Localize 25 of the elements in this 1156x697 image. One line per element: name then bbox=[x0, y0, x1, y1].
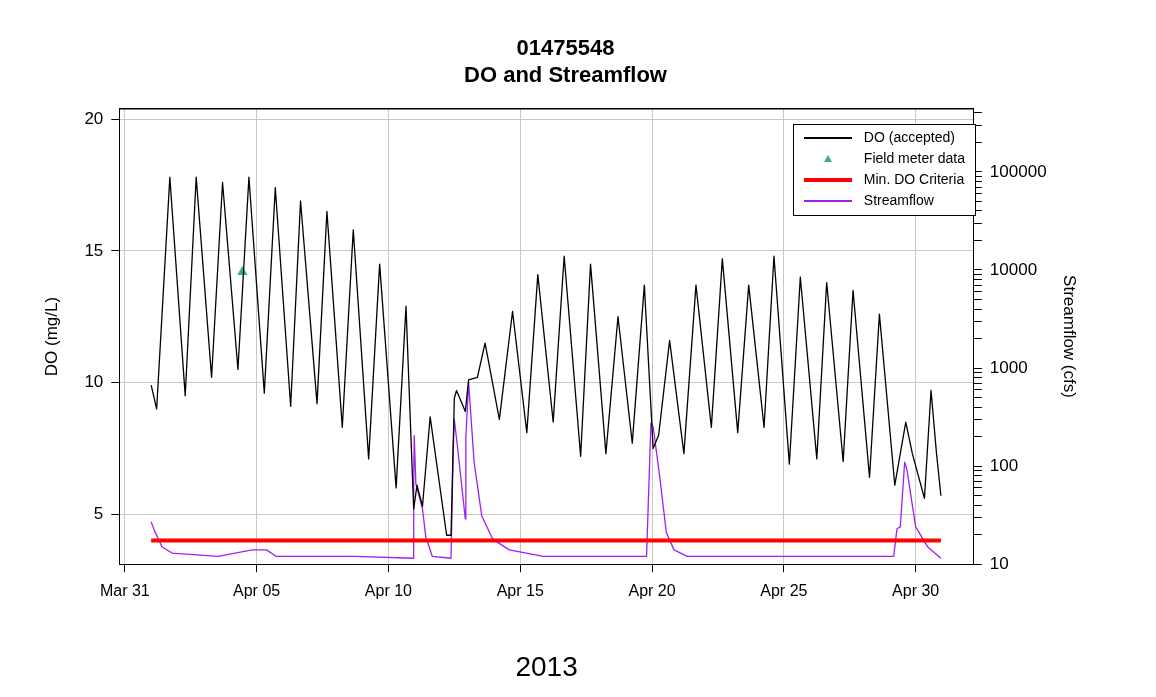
y2-tick-label: 100 bbox=[989, 455, 1019, 475]
chart-title: 01475548 bbox=[516, 35, 615, 61]
y-tick-label: 5 bbox=[93, 503, 104, 523]
legend-label: DO (accepted) bbox=[863, 128, 955, 147]
y2-tick-label: 1000 bbox=[989, 357, 1028, 377]
x-tick-label: Apr 25 bbox=[760, 582, 808, 600]
y2-tick-label: 100000 bbox=[989, 161, 1047, 181]
legend-label: Min. DO Criteria bbox=[863, 170, 965, 189]
x-tick-label: Apr 05 bbox=[233, 582, 281, 600]
x-tick-label: Apr 10 bbox=[364, 582, 413, 600]
x-tick-label: Apr 20 bbox=[628, 582, 676, 600]
legend-label: Streamflow bbox=[863, 191, 934, 210]
y-axis-title: DO (mg/L) bbox=[41, 296, 61, 377]
x-axis-title: 2013 bbox=[515, 650, 578, 682]
x-tick-label: Apr 15 bbox=[496, 582, 544, 600]
y2-tick-label: 10 bbox=[989, 553, 1009, 573]
legend-label: Field meter data bbox=[863, 149, 965, 168]
x-tick-label: Apr 30 bbox=[892, 582, 940, 600]
chart-subtitle: DO and Streamflow bbox=[464, 61, 668, 87]
y2-tick-label: 10000 bbox=[989, 259, 1038, 279]
x-tick-label: Mar 31 bbox=[99, 582, 150, 600]
y-tick-label: 20 bbox=[84, 109, 104, 129]
y-tick-label: 15 bbox=[84, 240, 104, 260]
y2-axis-title: Streamflow (cfs) bbox=[1060, 275, 1080, 398]
y-tick-label: 10 bbox=[84, 372, 104, 392]
